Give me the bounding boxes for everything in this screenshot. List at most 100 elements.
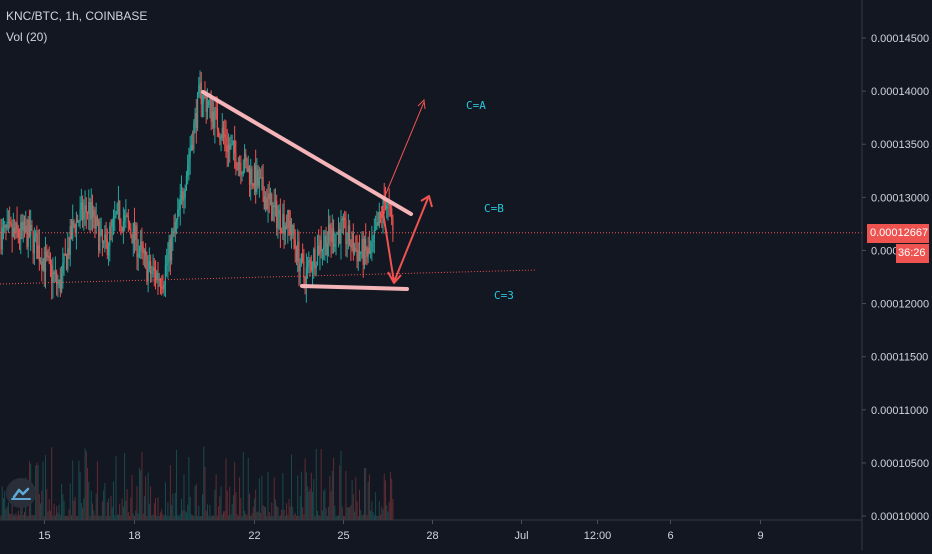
volume-bar [211,515,213,520]
volume-bar [195,484,197,520]
volume-bar [0,515,2,520]
volume-bar [167,502,169,520]
volume-bar [87,467,89,520]
candle-body [215,107,217,109]
volume-bar [375,492,377,520]
volume-bar [300,471,302,520]
candle-body [35,233,37,236]
volume-bar [220,486,222,520]
candle-body [124,215,126,221]
candle-body [349,225,351,246]
volume-bars [0,446,394,520]
candle-body [232,140,235,145]
candle-body [358,250,361,254]
time-tick-label: 9 [757,530,763,542]
volume-bar [93,510,95,520]
price-tick-label: 0.00010500 [871,458,929,470]
candle-body [263,195,265,210]
volume-bar [127,511,129,520]
candle-body [315,265,317,269]
candle-body [281,231,283,234]
volume-bar [335,515,337,520]
candle-body [43,258,45,272]
volume-bar [140,470,142,520]
volume-bar [298,515,300,520]
volume-bar [166,515,168,520]
volume-bar [218,506,220,520]
volume-bar [64,515,66,520]
time-tick-label: 28 [426,530,438,542]
volume-bar [316,510,318,520]
volume-bar [357,516,359,520]
candle-body [221,127,223,139]
candle-body [214,107,216,128]
candle-body [220,138,222,140]
candle-body [360,252,362,254]
candle-body [174,222,176,232]
candle-body [316,245,319,266]
volume-bar [214,489,216,520]
candle-body [6,221,8,229]
candle-body [153,267,155,271]
candle-body [39,260,42,262]
candle-body [310,261,312,271]
volume-bar [255,489,257,520]
candle-body [115,213,117,217]
volume-bar [158,515,160,520]
volume-bar [41,490,43,520]
volume-bar [203,446,205,520]
volume-bar [216,516,218,520]
volume-bar [185,512,187,520]
candle-body [23,221,26,232]
volume-bar [313,478,315,520]
candle-body [88,202,90,214]
candle-body [205,96,207,112]
candle-body [189,150,191,159]
candle-body [48,255,50,258]
volume-bar [248,493,250,520]
candle-body [332,228,335,247]
tradingview-logo-icon[interactable] [6,478,36,508]
volume-bar [183,474,185,520]
volume-bar [342,515,344,520]
volume-bar [174,492,176,520]
candle-body [329,224,331,235]
volume-bar [59,515,61,520]
candle-body [272,205,274,221]
candle-body [311,267,314,271]
volume-bar [193,515,195,520]
volume-bar [304,458,306,520]
volume-indicator-label[interactable]: Vol (20) [6,30,48,44]
candle-body [109,226,111,247]
volume-bar [339,465,341,520]
candle-body [261,177,263,179]
symbol-title[interactable]: KNC/BTC, 1h, COINBASE [6,9,148,23]
candle-body [361,238,363,253]
candle-body [136,225,138,258]
candle-body [162,288,164,290]
volume-bar [351,479,353,520]
volume-bar [206,504,208,520]
candle-body [7,221,10,223]
price-tick-label: 0.00013500 [871,139,929,151]
candle-body [171,237,173,261]
candle-body [121,227,123,232]
time-tick-label: 18 [128,530,140,542]
volume-bar [320,449,322,520]
arrowhead-icon [387,271,402,284]
candle-body [337,229,340,234]
volume-bar [326,515,328,520]
volume-bar [190,514,192,520]
candle-body [12,227,14,237]
volume-bar [77,516,79,520]
candle-body [175,218,178,223]
volume-bar [227,515,229,520]
volume-bar [96,461,98,520]
volume-bar [95,493,97,520]
volume-bar [66,515,68,520]
volume-bar [23,511,25,520]
candle-body [56,272,58,285]
candle-body [96,216,99,221]
